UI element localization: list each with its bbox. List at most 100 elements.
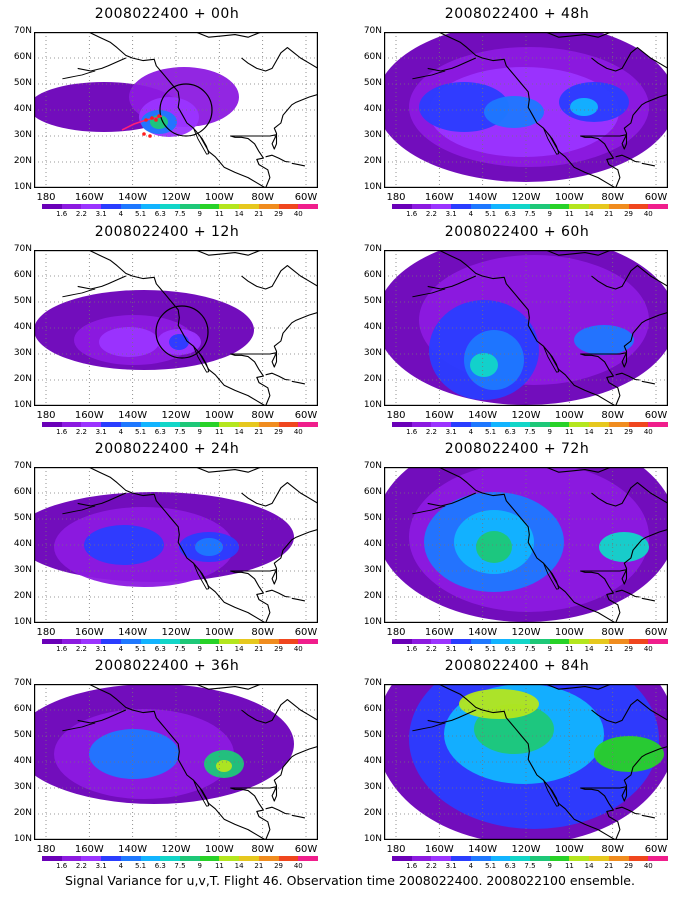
latitude-label: 30N [13,565,32,575]
map-panel: 2008022400 + 36h 70N 60N 50N 40N 30N 20N 10N 180… [2,654,332,870]
colorbar-label: 3.1 [445,428,457,436]
latitude-label: 50N [363,296,382,306]
colorbar-labels: 1.6 2.2 3.1 4 5.1 6.3 7.5 9 11 14 21 29 40 [42,210,318,220]
colorbar-swatch [42,639,62,644]
coastline [88,250,266,406]
colorbar-swatch [490,204,511,209]
panel-title: 2008022400 + 60h [444,224,590,240]
colorbar-label: 5.1 [484,862,497,870]
colorbar-label: 7.5 [174,210,186,218]
colorbar-label: 9 [547,645,552,653]
latitude-label: 20N [13,374,32,384]
coastline [230,745,318,840]
colorbar-swatch [160,856,181,861]
coastline [62,722,96,732]
latitude-label: 10N [13,400,32,410]
colorbar-label: 21 [604,210,614,218]
colorbar-label: 7.5 [524,210,536,218]
latitude-label: 30N [13,130,32,140]
colorbar-label: 29 [624,210,634,218]
colorbar-label: 7.5 [524,862,536,870]
latitude-label: 20N [363,591,382,601]
colorbar-swatch [199,856,220,861]
colorbar-swatch [648,639,669,644]
coastline [412,288,446,298]
coastline [412,70,446,80]
colorbar-label: 9 [547,428,552,436]
colorbar-label: 11 [214,428,224,436]
map-plot [384,250,668,406]
colorbar-label: 1.6 [56,210,68,218]
colorbar-label: 1.6 [406,210,418,218]
colorbar-swatch [392,204,412,209]
latitude-label: 50N [13,296,32,306]
coastline [641,814,656,819]
colorbar-swatch [120,856,141,861]
coastline [615,372,640,381]
colorbar-label: 2.2 [425,428,437,436]
colorbar [42,856,319,861]
colorbar-label: 1.6 [406,428,418,436]
colorbar-swatch [140,856,161,861]
colorbar-label: 2.2 [75,428,87,436]
coastline [615,806,640,815]
coastline [580,528,668,623]
map-plot [34,32,318,188]
colorbar-label: 4 [468,428,474,436]
latitude-label: 70N [13,26,32,36]
colorbar [42,204,319,209]
latitude-label: 60N [13,52,32,62]
colorbar-swatch [628,204,649,209]
colorbar-swatch [628,422,649,427]
coastline [77,492,127,507]
coastline [427,275,477,290]
colorbar-label: 9 [197,210,202,218]
colorbar-label: 7.5 [524,428,536,436]
colorbar-label: 2.2 [75,862,87,870]
colorbar-swatch [239,639,259,644]
panel-title: 2008022400 + 36h [94,658,240,674]
variance-contour [574,325,634,355]
colorbar-label: 5.1 [134,428,147,436]
map-panel: 2008022400 + 24h 70N 60N 50N 40N 30N 20N 10N 180… [2,437,332,653]
coastline [88,467,266,623]
colorbar-label: 5.1 [484,210,497,218]
latitude-label: 60N [13,704,32,714]
colorbar-labels: 1.6 2.2 3.1 4 5.1 6.3 7.5 9 11 14 21 29 40 [392,645,668,655]
longitude-label: 120W [511,192,541,203]
latitude-label: 20N [363,374,382,384]
colorbar-swatch [451,639,471,644]
coastline [427,492,477,507]
colorbar-label: 4 [118,645,124,653]
coastline [88,32,266,188]
colorbar-swatch [278,856,299,861]
colorbar-swatch [510,856,531,861]
map-panel: 2008022400 + 84h 70N 60N 50N 40N 30N 20N 10N 180… [352,654,682,870]
colorbar-label: 4 [118,210,124,218]
longitude-label: 180 [36,627,56,638]
colorbar-label: 9 [547,210,552,218]
latitude-label: 70N [363,26,382,36]
colorbar-label: 4 [118,428,124,436]
latitude-label: 60N [363,487,382,497]
latitude-label: 50N [13,78,32,88]
longitude-label: 100W [204,844,234,855]
longitude-label: 60W [294,844,318,855]
map-frame [384,32,668,188]
latitude-label: 10N [13,617,32,627]
observation-point [142,132,146,136]
colorbar-swatch [490,639,511,644]
longitude-label: 100W [554,410,584,421]
variance-contour [570,98,598,116]
map-plot [34,467,318,623]
colorbar-label: 11 [564,862,574,870]
colorbar-label: 6.3 [154,428,166,436]
map-panel: 2008022400 + 00h 70N 60N 50N 40N 30N 20N 10N 180… [2,2,332,220]
longitude-label: 160W [424,410,454,421]
colorbar-label: 7.5 [174,862,186,870]
variance-contour [476,531,512,563]
colorbar-label: 9 [197,862,202,870]
coastline [545,250,612,256]
map-plot [34,684,318,840]
colorbar-swatch [549,422,570,427]
